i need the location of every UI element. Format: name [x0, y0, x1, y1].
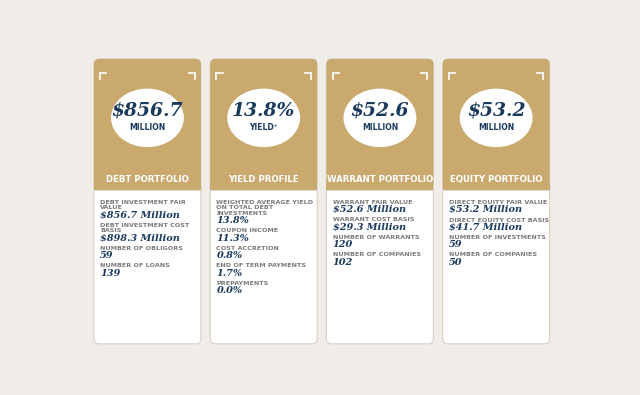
Text: MILLION: MILLION — [129, 123, 166, 132]
Text: INVESTMENTS: INVESTMENTS — [216, 211, 268, 216]
FancyBboxPatch shape — [94, 59, 201, 190]
Ellipse shape — [344, 88, 417, 147]
Text: BASIS: BASIS — [100, 228, 122, 233]
Text: WARRANT COST BASIS: WARRANT COST BASIS — [333, 217, 414, 222]
FancyBboxPatch shape — [210, 59, 317, 344]
Text: NUMBER OF OBLIGORS: NUMBER OF OBLIGORS — [100, 246, 183, 251]
Text: $41.7 Million: $41.7 Million — [449, 223, 522, 232]
Text: COUPON INCOME: COUPON INCOME — [216, 228, 278, 233]
Ellipse shape — [111, 88, 184, 147]
Text: DEBT INVESTMENT COST: DEBT INVESTMENT COST — [100, 223, 189, 228]
FancyBboxPatch shape — [94, 59, 201, 344]
Text: 1.7%: 1.7% — [216, 269, 243, 278]
Text: EQUITY PORTFOLIO: EQUITY PORTFOLIO — [450, 175, 543, 184]
Text: $856.7: $856.7 — [111, 102, 183, 120]
Text: VALUE: VALUE — [100, 205, 123, 211]
Text: WEIGHTED AVERAGE YIELD: WEIGHTED AVERAGE YIELD — [216, 200, 314, 205]
FancyBboxPatch shape — [443, 59, 550, 344]
Text: 139: 139 — [100, 269, 120, 278]
Text: $52.6: $52.6 — [351, 102, 409, 120]
Text: COST ACCRETION: COST ACCRETION — [216, 246, 279, 251]
Ellipse shape — [227, 88, 300, 147]
Text: 13.8%: 13.8% — [216, 216, 249, 226]
Bar — [326, 184, 433, 190]
Bar — [94, 184, 201, 190]
Text: END OF TERM PAYMENTS: END OF TERM PAYMENTS — [216, 263, 307, 268]
Text: DIRECT EQUITY FAIR VALUE: DIRECT EQUITY FAIR VALUE — [449, 200, 547, 205]
Text: 11.3%: 11.3% — [216, 234, 249, 243]
Text: NUMBER OF COMPANIES: NUMBER OF COMPANIES — [449, 252, 537, 257]
Text: YIELD⁺: YIELD⁺ — [250, 123, 278, 132]
Text: DEBT PORTFOLIO: DEBT PORTFOLIO — [106, 175, 189, 184]
Text: 0.8%: 0.8% — [216, 252, 243, 260]
Text: MILLION: MILLION — [362, 123, 398, 132]
Text: MILLION: MILLION — [478, 123, 515, 132]
Text: NUMBER OF LOANS: NUMBER OF LOANS — [100, 263, 170, 268]
FancyBboxPatch shape — [443, 59, 550, 190]
Text: 120: 120 — [333, 241, 353, 249]
FancyBboxPatch shape — [210, 59, 317, 190]
Text: 59: 59 — [100, 252, 114, 260]
Text: DIRECT EQUITY COST BASIS: DIRECT EQUITY COST BASIS — [449, 217, 549, 222]
Bar — [210, 184, 317, 190]
Text: 50: 50 — [449, 258, 463, 267]
Text: $53.2 Million: $53.2 Million — [449, 205, 522, 214]
Text: 102: 102 — [333, 258, 353, 267]
Text: 59: 59 — [449, 241, 463, 249]
Text: $856.7 Million: $856.7 Million — [100, 211, 180, 220]
Text: YIELD PROFILE: YIELD PROFILE — [228, 175, 299, 184]
Text: ON TOTAL DEBT: ON TOTAL DEBT — [216, 205, 273, 211]
Text: WARRANT FAIR VALUE: WARRANT FAIR VALUE — [333, 200, 412, 205]
Text: PREPAYMENTS: PREPAYMENTS — [216, 281, 269, 286]
Text: $29.3 Million: $29.3 Million — [333, 223, 406, 232]
Text: NUMBER OF COMPANIES: NUMBER OF COMPANIES — [333, 252, 420, 257]
Text: DEBT INVESTMENT FAIR: DEBT INVESTMENT FAIR — [100, 200, 186, 205]
FancyBboxPatch shape — [326, 59, 433, 344]
Text: NUMBER OF INVESTMENTS: NUMBER OF INVESTMENTS — [449, 235, 546, 240]
FancyBboxPatch shape — [326, 59, 433, 190]
Text: WARRANT PORTFOLIO: WARRANT PORTFOLIO — [327, 175, 433, 184]
Text: $898.3 Million: $898.3 Million — [100, 234, 180, 243]
Text: $52.6 Million: $52.6 Million — [333, 205, 406, 214]
Text: 13.8%: 13.8% — [232, 102, 296, 120]
Text: $53.2: $53.2 — [467, 102, 525, 120]
Text: NUMBER OF WARRANTS: NUMBER OF WARRANTS — [333, 235, 419, 240]
Text: 0.0%: 0.0% — [216, 286, 243, 295]
Ellipse shape — [460, 88, 532, 147]
Bar — [443, 184, 550, 190]
